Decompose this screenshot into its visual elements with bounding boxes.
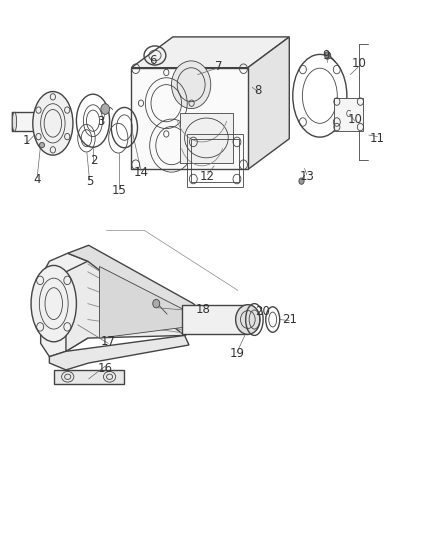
Ellipse shape — [31, 265, 76, 342]
Text: 11: 11 — [369, 132, 384, 144]
Polygon shape — [49, 335, 188, 370]
Polygon shape — [182, 305, 247, 334]
Text: C: C — [345, 110, 350, 119]
Text: 3: 3 — [97, 115, 104, 128]
Text: 17: 17 — [101, 335, 116, 348]
Ellipse shape — [101, 104, 110, 114]
Text: 8: 8 — [254, 84, 261, 97]
Ellipse shape — [12, 112, 17, 131]
Text: 19: 19 — [229, 348, 244, 360]
Polygon shape — [180, 113, 232, 163]
Polygon shape — [131, 37, 289, 68]
Text: 15: 15 — [112, 184, 126, 197]
Polygon shape — [247, 37, 289, 169]
Text: 20: 20 — [254, 305, 269, 318]
Polygon shape — [12, 112, 51, 131]
Text: 21: 21 — [281, 313, 296, 326]
Ellipse shape — [33, 92, 73, 155]
Polygon shape — [131, 68, 247, 169]
Text: 16: 16 — [98, 362, 113, 375]
Text: 10: 10 — [346, 112, 361, 126]
Text: 1: 1 — [23, 134, 30, 147]
Ellipse shape — [152, 300, 159, 308]
Ellipse shape — [235, 305, 259, 334]
Ellipse shape — [171, 61, 210, 109]
Ellipse shape — [324, 52, 330, 59]
Text: 4: 4 — [33, 173, 41, 185]
Polygon shape — [66, 261, 210, 351]
Polygon shape — [99, 266, 182, 338]
Ellipse shape — [298, 178, 304, 184]
Polygon shape — [41, 253, 88, 357]
Text: 7: 7 — [214, 60, 222, 72]
Polygon shape — [53, 370, 123, 384]
Text: 2: 2 — [90, 154, 97, 167]
Polygon shape — [67, 245, 210, 335]
Text: 10: 10 — [351, 58, 366, 70]
Text: 6: 6 — [149, 54, 157, 67]
Polygon shape — [333, 98, 363, 131]
Text: 13: 13 — [299, 170, 314, 183]
Text: 12: 12 — [199, 170, 214, 183]
Text: 5: 5 — [85, 175, 93, 188]
Ellipse shape — [39, 142, 45, 148]
Text: 14: 14 — [133, 166, 148, 179]
Text: 9: 9 — [322, 49, 329, 62]
Text: 18: 18 — [195, 303, 210, 317]
